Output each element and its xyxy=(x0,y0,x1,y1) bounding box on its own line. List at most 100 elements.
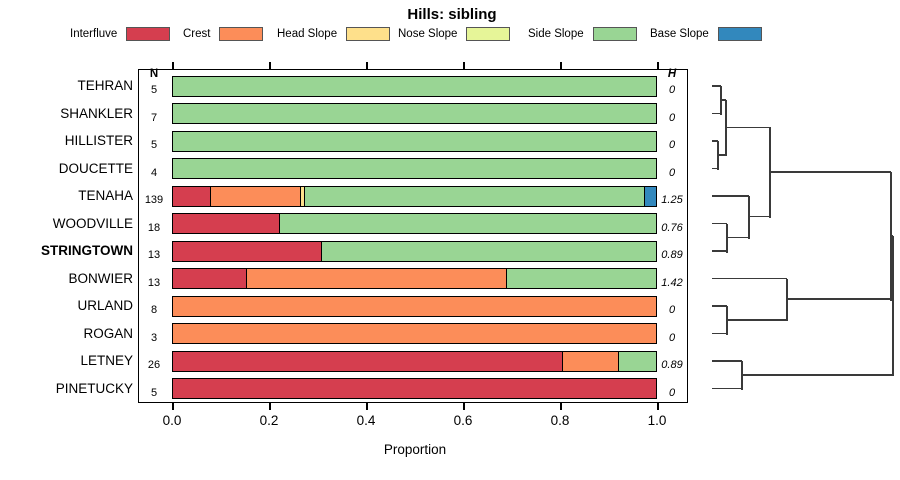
chart-title: Hills: sibling xyxy=(407,6,497,23)
n-value: 139 xyxy=(144,194,164,206)
h-value: 0 xyxy=(668,386,676,399)
row-label-woodville: WOODVILLE xyxy=(52,215,133,231)
legend-item-interfluve: Interfluve xyxy=(70,26,171,41)
x-axis-tick-top xyxy=(560,62,562,69)
dendrogram-line xyxy=(725,99,727,157)
bar-segment-side_slope xyxy=(507,269,656,288)
x-axis-tick-top xyxy=(269,62,271,69)
plot-box xyxy=(138,69,688,403)
legend-label: Base Slope xyxy=(650,27,709,40)
legend-swatch-head_slope xyxy=(346,26,391,41)
dendrogram-line xyxy=(712,387,742,390)
h-value: 0 xyxy=(668,111,676,124)
bar-segment-side_slope xyxy=(173,104,656,123)
h-column-header: H xyxy=(667,68,677,80)
row-label-bonwier: BONWIER xyxy=(68,270,133,286)
bar-segment-crest xyxy=(173,296,656,316)
row-label-letney: LETNEY xyxy=(80,353,133,368)
dendrogram-line xyxy=(712,222,727,225)
dendrogram-line xyxy=(712,332,727,335)
legend-swatch-side_slope xyxy=(592,26,637,41)
dendrogram-line xyxy=(712,360,742,362)
h-value: 1.42 xyxy=(661,276,683,289)
bar-segment-interfluve xyxy=(173,241,322,261)
x-axis-tick-top xyxy=(366,62,368,69)
legend-swatch-interfluve xyxy=(126,26,171,41)
dendrogram-line xyxy=(718,154,726,156)
dendrogram-line xyxy=(890,171,892,301)
row-label-rogan: ROGAN xyxy=(83,325,133,341)
dendrogram-line xyxy=(717,141,719,170)
dendrogram-line xyxy=(727,236,749,238)
x-axis-tick-bottom xyxy=(269,403,271,410)
n-column-header: N xyxy=(149,68,159,80)
dendrogram-line xyxy=(892,235,894,377)
row-label-tehran: TEHRAN xyxy=(77,78,133,93)
x-axis-tick-label: 0.6 xyxy=(453,413,473,428)
bar-row-woodville xyxy=(172,213,657,234)
bar-segment-crest xyxy=(247,269,508,288)
legend-label: Interfluve xyxy=(70,27,118,40)
legend-swatch-crest xyxy=(219,26,264,41)
n-value: 13 xyxy=(147,276,161,289)
bar-row-stringtown xyxy=(172,240,657,262)
x-axis-tick-label: 0.2 xyxy=(259,413,279,428)
bar-row-doucette xyxy=(172,158,657,179)
bar-segment-crest xyxy=(211,186,302,206)
x-axis-tick-bottom xyxy=(463,403,465,410)
legend-label: Side Slope xyxy=(528,27,584,40)
bar-segment-side_slope xyxy=(304,186,646,206)
dendrogram-line xyxy=(749,215,770,218)
dendrogram-line xyxy=(726,126,770,128)
bar-segment-base_slope xyxy=(645,186,656,206)
dendrogram-line xyxy=(726,223,728,253)
bar-segment-interfluve xyxy=(173,186,212,206)
legend-item-nose_slope: Nose Slope xyxy=(398,26,511,41)
dendrogram-line xyxy=(742,374,893,376)
dendrogram-line xyxy=(712,140,718,142)
bar-segment-interfluve xyxy=(173,351,564,371)
h-value: 0 xyxy=(668,166,676,179)
dendrogram-line xyxy=(769,127,771,219)
row-label-tenaha: TENAHA xyxy=(78,188,133,203)
bar-segment-interfluve xyxy=(173,379,656,398)
dendrogram-line xyxy=(891,234,893,237)
dendrogram-line xyxy=(712,167,718,170)
bar-segment-side_slope xyxy=(280,214,656,233)
bar-row-shankler xyxy=(172,103,657,124)
n-value: 5 xyxy=(150,386,158,399)
bar-row-pinetucky xyxy=(172,378,657,399)
dendrogram-line xyxy=(787,298,891,300)
bar-segment-side_slope xyxy=(173,159,656,178)
h-value: 0.76 xyxy=(661,221,683,234)
row-label-hillister: HILLISTER xyxy=(64,133,133,148)
dendrogram-line xyxy=(720,86,722,115)
row-label-urland: URLAND xyxy=(77,298,133,313)
bar-segment-head_slope xyxy=(301,186,305,206)
row-label-doucette: DOUCETTE xyxy=(58,160,133,176)
legend-swatch-base_slope xyxy=(717,26,762,41)
h-value: 0.89 xyxy=(661,359,683,371)
dendrogram-line xyxy=(712,85,721,87)
row-label-stringtown: STRINGTOWN xyxy=(41,243,133,258)
dendrogram-line xyxy=(721,99,726,101)
bar-row-tehran xyxy=(172,75,657,97)
legend-item-crest: Crest xyxy=(183,26,264,41)
legend-label: Nose Slope xyxy=(398,27,458,40)
h-value: 0 xyxy=(668,331,676,344)
x-axis-title: Proportion xyxy=(383,442,447,457)
n-value: 4 xyxy=(150,166,158,179)
dendrogram-line xyxy=(741,361,743,390)
bar-segment-interfluve xyxy=(173,269,248,288)
dendrogram-line xyxy=(712,277,787,280)
dendrogram-line xyxy=(712,195,749,197)
h-value: 0.89 xyxy=(661,249,683,261)
bar-segment-side_slope xyxy=(173,131,656,151)
n-value: 5 xyxy=(150,139,158,151)
x-axis-tick-bottom xyxy=(172,403,174,410)
n-value: 7 xyxy=(150,111,158,124)
dendrogram-line xyxy=(712,112,721,115)
n-value: 8 xyxy=(150,304,158,316)
x-axis-tick-label: 0.8 xyxy=(550,413,570,428)
